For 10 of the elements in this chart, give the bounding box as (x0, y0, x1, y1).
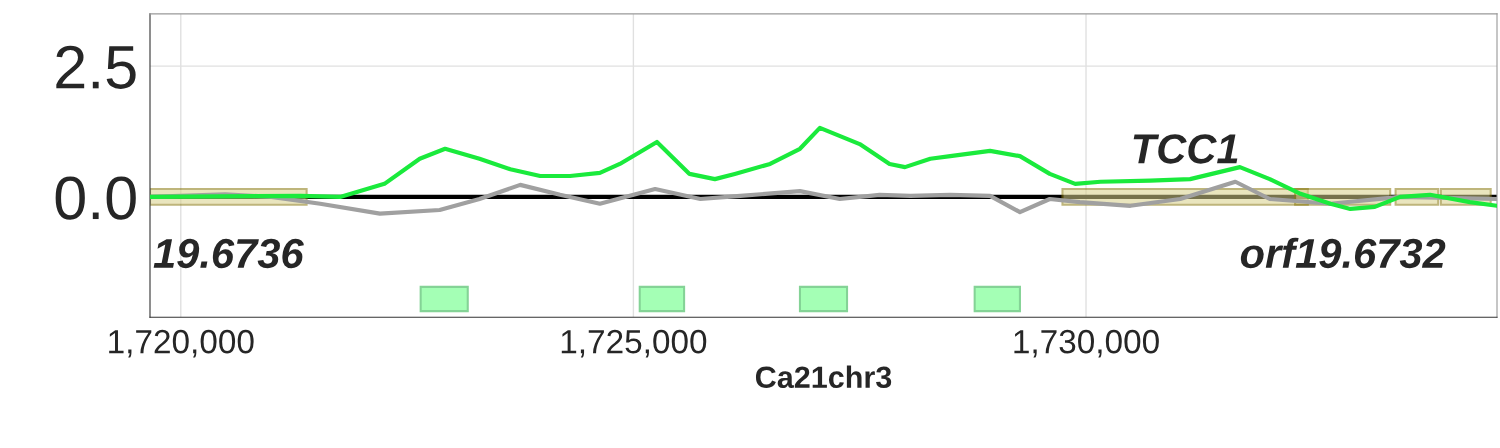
band-label: TCC1 (1133, 134, 1238, 164)
y-tick-label: 0.0 (55, 176, 136, 220)
y-tick-label: 2.5 (56, 45, 136, 89)
band-label: orf19.6732 (1240, 237, 1446, 269)
band-label: 19.6736 (153, 238, 304, 269)
x-tick-label: 1,730,000 (1014, 329, 1159, 358)
line-series (150, 125, 1497, 212)
x-axis-title: Ca21chr3 (755, 365, 892, 389)
x-tick-label: 1,720,000 (109, 329, 254, 358)
x-tick-label: 1,725,000 (561, 329, 707, 358)
